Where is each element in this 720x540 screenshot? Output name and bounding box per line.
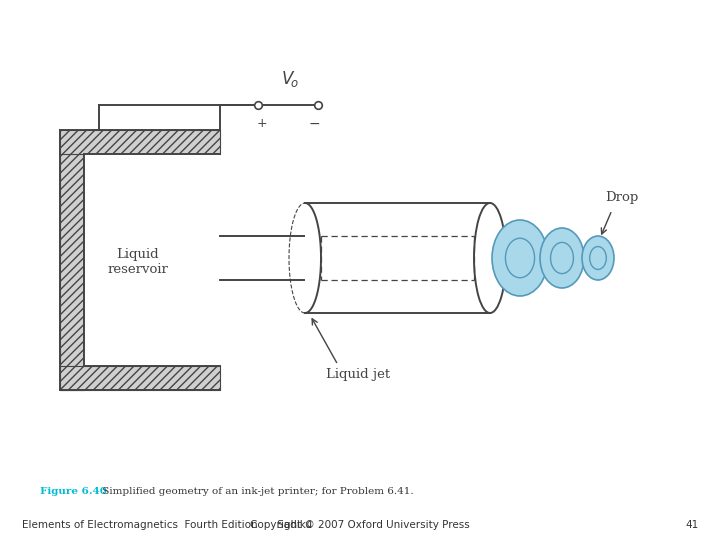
- Bar: [60, 130, 84, 390]
- Text: $V_{\!o}$: $V_{\!o}$: [281, 69, 299, 89]
- Text: +: +: [257, 117, 267, 130]
- Text: Simplified geometry of an ink-jet printer; for Problem 6.41.: Simplified geometry of an ink-jet printe…: [99, 487, 413, 496]
- Text: Copyright © 2007 Oxford University Press: Copyright © 2007 Oxford University Press: [250, 520, 470, 530]
- Ellipse shape: [540, 228, 584, 288]
- Bar: [305, 203, 490, 313]
- Text: Figure 6.40: Figure 6.40: [40, 487, 107, 496]
- Ellipse shape: [474, 203, 506, 313]
- Text: Drop: Drop: [605, 192, 638, 205]
- Ellipse shape: [505, 238, 534, 278]
- Ellipse shape: [492, 220, 548, 296]
- Ellipse shape: [582, 236, 614, 280]
- Ellipse shape: [551, 242, 573, 274]
- Text: 41: 41: [685, 520, 698, 530]
- Bar: [84, 154, 220, 366]
- Text: Liquid
reservoir: Liquid reservoir: [107, 248, 168, 276]
- Text: −: −: [308, 117, 320, 131]
- Text: Elements of Electromagnetics  Fourth Edition      Sadiku: Elements of Electromagnetics Fourth Edit…: [22, 520, 312, 530]
- Text: Liquid jet: Liquid jet: [326, 368, 390, 381]
- Bar: [60, 130, 220, 154]
- Bar: [60, 366, 220, 390]
- Ellipse shape: [590, 247, 606, 269]
